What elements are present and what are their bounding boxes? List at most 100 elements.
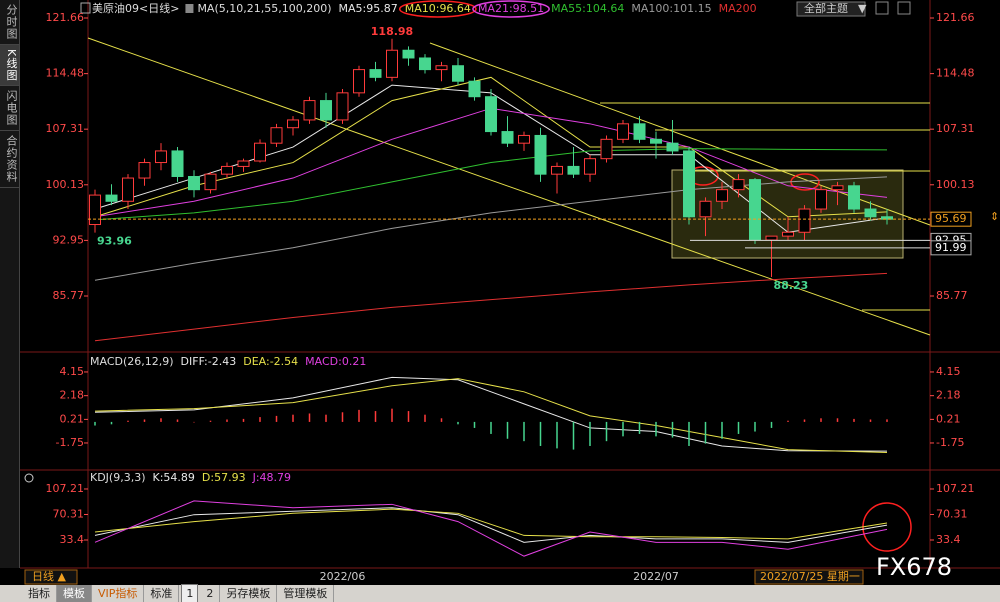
legend-highlight (472, 0, 550, 18)
candle-body (600, 138, 613, 160)
toolbar-icon[interactable] (875, 1, 889, 15)
toolbar-button[interactable]: 管理模板 (277, 585, 335, 602)
legend-entry: MA100:101.15 (631, 2, 711, 15)
candle-body (666, 142, 679, 152)
candle-body (567, 165, 580, 175)
candle-body (650, 138, 662, 144)
candle-body (419, 57, 431, 71)
candle-body (584, 158, 596, 175)
histogram-bar (127, 420, 129, 422)
candle-body (353, 69, 365, 94)
histogram-bar (770, 421, 773, 428)
y-tick-label: 107.31 (46, 122, 85, 135)
x-tick-label: 2022/07 (633, 570, 679, 583)
candle-body (105, 194, 118, 202)
sidebar-tab[interactable]: K线图 (0, 45, 19, 87)
price-label: 95.69 (935, 212, 967, 225)
price-label-box (930, 240, 972, 256)
price-label-box (930, 211, 972, 227)
legend-entry: MA55:104.64 (551, 2, 624, 15)
y-tick-label: 2.18 (60, 389, 85, 402)
legend-entry: MA(5,10,21,55,100,200) (197, 2, 331, 15)
price-arrow: ⇕ (990, 210, 999, 223)
candle-body (89, 194, 101, 226)
period[interactable]: 日线 ▲ (32, 569, 66, 583)
y-tick-label: 4.15 (60, 365, 85, 378)
histogram-bar (737, 421, 740, 434)
histogram-bar (325, 414, 327, 422)
y-tick-label: 100.13 (46, 178, 85, 191)
histogram-bar (457, 421, 459, 425)
legend-entry: K:54.89 (153, 471, 195, 484)
y-tick-label: 33.4 (936, 533, 961, 546)
candle-body (435, 65, 448, 71)
candle-body (402, 49, 415, 59)
histogram-bar (671, 421, 674, 438)
toolbar-button[interactable]: 1 (181, 584, 199, 602)
candle-body (518, 134, 530, 144)
toolbar-icon[interactable] (897, 1, 911, 15)
histogram-bar (836, 418, 839, 422)
instrument: 美原油09<日线> (92, 1, 179, 15)
theme-dropdown[interactable] (796, 1, 866, 17)
theme-label[interactable]: 全部主题 (804, 1, 848, 15)
candle-body (881, 216, 893, 220)
bottom-toolbar: 指标 模板 VIP指标 标准 1 2 另存模板 管理模板 (0, 584, 1000, 602)
sidebar-tab[interactable]: 合约资料 (0, 131, 19, 189)
candle-body (815, 189, 827, 210)
histogram-bar (886, 419, 888, 422)
legend-entry: MA200 (719, 2, 757, 15)
legend-highlight (398, 0, 477, 18)
candle-body (171, 150, 184, 177)
histogram-bar (242, 418, 245, 422)
candle-body (765, 235, 778, 241)
candle-body (864, 208, 877, 218)
candle-body (501, 131, 514, 144)
toolbar-button[interactable]: 另存模板 (220, 585, 278, 602)
candle-body (369, 69, 382, 78)
toolbar-button[interactable]: VIP指标 (92, 585, 145, 602)
candle-body (782, 231, 794, 237)
candle-body (155, 150, 167, 164)
toolbar-button[interactable]: 指标 (22, 585, 57, 602)
y-tick-label: 85.77 (53, 289, 85, 302)
legend-entry: J:48.79 (252, 471, 291, 484)
histogram-bar (308, 413, 311, 422)
candle-body (749, 179, 761, 241)
y-tick-label: 114.48 (46, 67, 85, 80)
candle-body (287, 119, 299, 129)
y-tick-label: 114.48 (936, 67, 975, 80)
indicator-line (94, 378, 888, 453)
legend-entry: MACD(26,12,9) (90, 355, 174, 368)
y-tick-label: 107.21 (46, 482, 85, 495)
histogram-bar (539, 421, 542, 446)
histogram-bar (110, 421, 113, 425)
histogram-bar (292, 414, 294, 422)
y-tick-label: 107.21 (936, 482, 975, 495)
sidebar-tab[interactable]: 分时图 (0, 0, 19, 45)
indicator-line (94, 507, 888, 543)
y-tick-label: 121.66 (936, 11, 975, 24)
instrument-icon (80, 2, 91, 14)
histogram-bar (704, 421, 707, 444)
histogram-bar (176, 419, 179, 422)
toolbar-button[interactable]: 2 (200, 585, 221, 602)
legend-icon (185, 4, 194, 13)
candle-body (237, 160, 250, 167)
date-status: 2022/07/25 星期一 (760, 570, 860, 583)
candle-body (485, 96, 497, 133)
histogram-bar (259, 417, 261, 422)
toolbar-button[interactable]: 标准 (144, 585, 180, 602)
toolbar-button[interactable]: 模板 (57, 585, 92, 602)
histogram-bar (209, 420, 212, 422)
y-tick-label: 92.95 (53, 233, 85, 246)
period-box[interactable] (24, 569, 78, 585)
y-tick-label: 0.21 (936, 412, 961, 425)
legend-entry: DEA:-2.54 (243, 355, 298, 368)
sidebar-tab[interactable]: 闪电图 (0, 86, 19, 132)
histogram-bar (853, 418, 855, 422)
legend-entry: MACD:0.21 (305, 355, 366, 368)
histogram-bar (622, 421, 624, 437)
x-tick-label: 2022/06 (320, 570, 366, 583)
y-tick-label: 121.66 (46, 11, 85, 24)
